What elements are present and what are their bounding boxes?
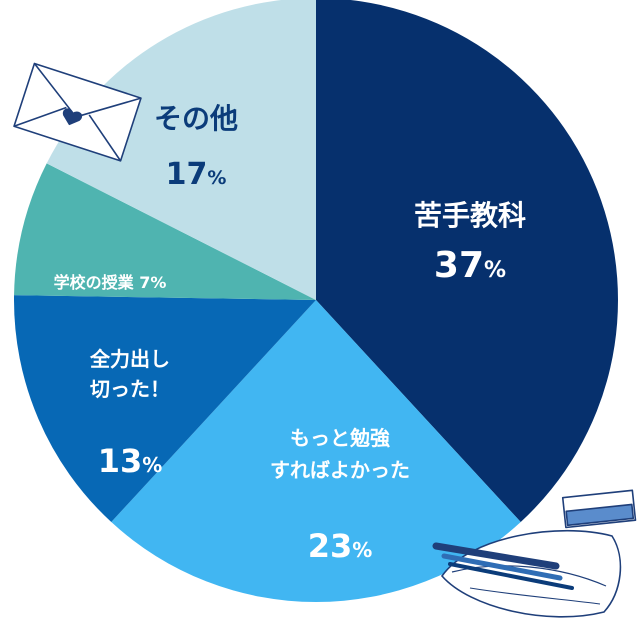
- slice-value-label: 37%: [434, 245, 506, 286]
- slice-label: もっと勉強: [290, 426, 390, 450]
- pie-slice: [46, 0, 316, 300]
- slice-label: 苦手教科: [414, 199, 526, 232]
- slice-value-label: 17%: [166, 157, 227, 192]
- slice-label: すればよかった: [270, 458, 410, 482]
- pie-slice: [316, 0, 618, 523]
- slice-value-label: 13%: [98, 442, 163, 480]
- eraser-icon: [561, 489, 637, 529]
- pie-slices: [13, 0, 618, 602]
- slice-label: その他: [154, 102, 238, 135]
- slice-label: 全力出し: [89, 347, 170, 371]
- slice-label: 切った！: [90, 377, 170, 401]
- pie-slice: [13, 295, 316, 523]
- pie-slice: [14, 163, 316, 300]
- envelope-icon: [13, 62, 142, 162]
- pencil-case-icon: [432, 530, 622, 618]
- slice-value-label: 23%: [308, 527, 373, 565]
- slice-label: 学校の授業 7%: [54, 273, 167, 292]
- pie-slice: [111, 300, 521, 602]
